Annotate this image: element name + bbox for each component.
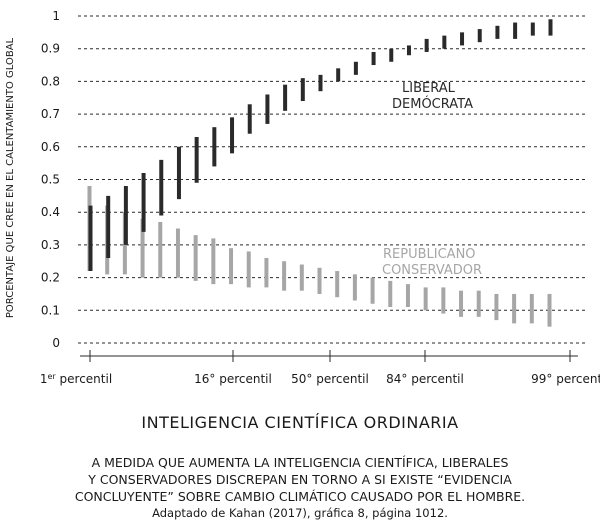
conservative-series-label: REPUBLICANO [383, 247, 476, 262]
y-tick-label: 0.9 [41, 42, 60, 56]
x-tick-label: 99° percentil [531, 372, 600, 386]
conservative-series-label: CONSERVADOR [382, 263, 482, 278]
y-tick-label: 0.5 [41, 173, 60, 187]
y-tick-label: 0.1 [41, 303, 60, 317]
x-tick-label: 84° percentil [386, 372, 464, 386]
y-tick-label: 0 [52, 336, 60, 350]
y-tick-label: 0.2 [41, 271, 60, 285]
liberal-series-label: LIBERAL [402, 81, 456, 96]
x-axis-title: INTELIGENCIA CIENTÍFICA ORDINARIA [141, 413, 459, 432]
chart: 0 0.1 0.2 0.3 0.4 0.5 0.6 0.7 0.8 0.9 1 PORCENTAJE … [5, 9, 600, 387]
y-tick-label: 0.8 [41, 74, 60, 88]
caption-line-2: Y CONSERVADORES DISCREPAN EN TORNO A SI … [88, 472, 512, 487]
x-tick-label: 1er percentil [40, 372, 112, 387]
y-tick-label: 0.7 [41, 107, 60, 121]
caption-line-3: CONCLUYENTE” SOBRE CAMBIO CLIMÁTICO CAUS… [74, 489, 526, 504]
y-tick-label: 1 [52, 9, 60, 23]
y-tick-label: 0.6 [41, 140, 60, 154]
y-tick-label: 0.3 [41, 238, 60, 252]
x-tick-label: 50° percentil [291, 372, 369, 386]
liberal-series-label: DEMÓCRATA [392, 96, 473, 112]
y-axis-title: PORCENTAJE QUE CREE EN EL CALENTAMIENTO … [5, 37, 16, 318]
caption: A MEDIDA QUE AUMENTA LA INTELIGENCIA CIE… [0, 454, 600, 522]
x-tick-label: 16° percentil [194, 372, 272, 386]
y-tick-label: 0.4 [41, 205, 60, 219]
caption-source: Adaptado de Kahan (2017), gráfica 8, pág… [152, 506, 448, 520]
caption-line-1: A MEDIDA QUE AUMENTA LA INTELIGENCIA CIE… [91, 455, 509, 470]
